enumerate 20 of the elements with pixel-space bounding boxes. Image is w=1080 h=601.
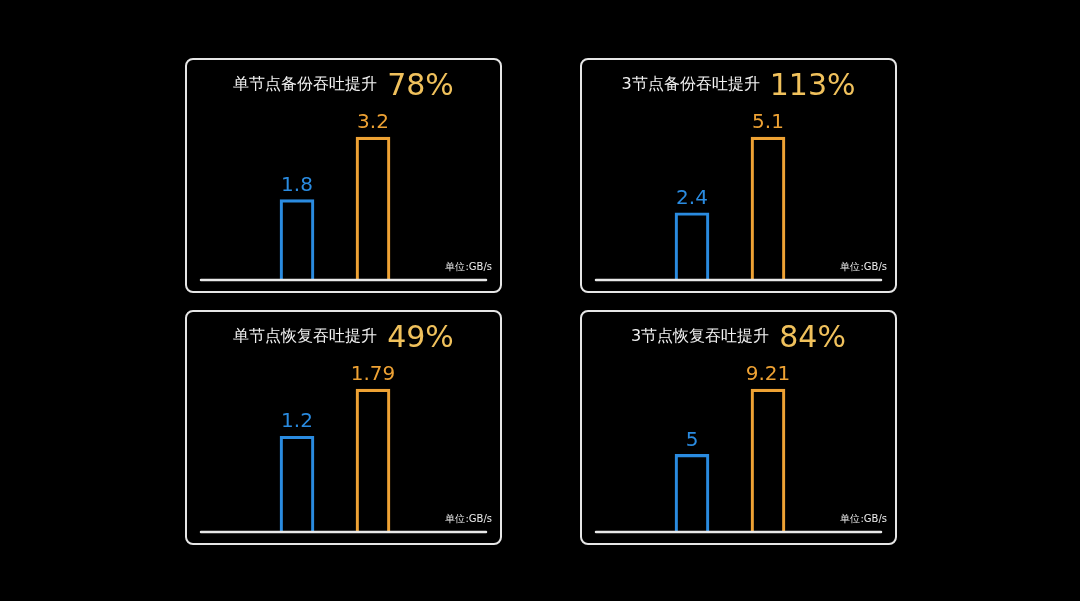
chart-subtitle: 78% [387, 66, 454, 102]
chart-title: 单节点恢复吞吐提升 [233, 325, 378, 347]
data-label: 1.8 [281, 171, 313, 196]
chart-subtitle: 113% [769, 66, 856, 102]
data-label: 9.21 [745, 361, 791, 386]
chart-title: 3节点恢复吞吐提升 [631, 325, 770, 347]
text: 单位:GB/s [840, 260, 887, 274]
chart-title: 3节点备份吞吐提升 [621, 73, 760, 95]
data-label: 5.1 [752, 109, 784, 134]
text: 单位:GB/s [445, 260, 492, 274]
data-label: 1.2 [281, 408, 313, 433]
data-label: 1.79 [350, 361, 396, 386]
chart-subtitle: 84% [779, 318, 846, 354]
text: 单位:GB/s [840, 512, 887, 526]
data-label: 2.4 [676, 184, 708, 209]
data-label: 5 [685, 426, 699, 451]
chart-subtitle: 49% [387, 318, 454, 354]
data-label: 3.2 [357, 109, 389, 134]
text: 单位:GB/s [445, 512, 492, 526]
chart-title: 单节点备份吞吐提升 [233, 73, 378, 95]
